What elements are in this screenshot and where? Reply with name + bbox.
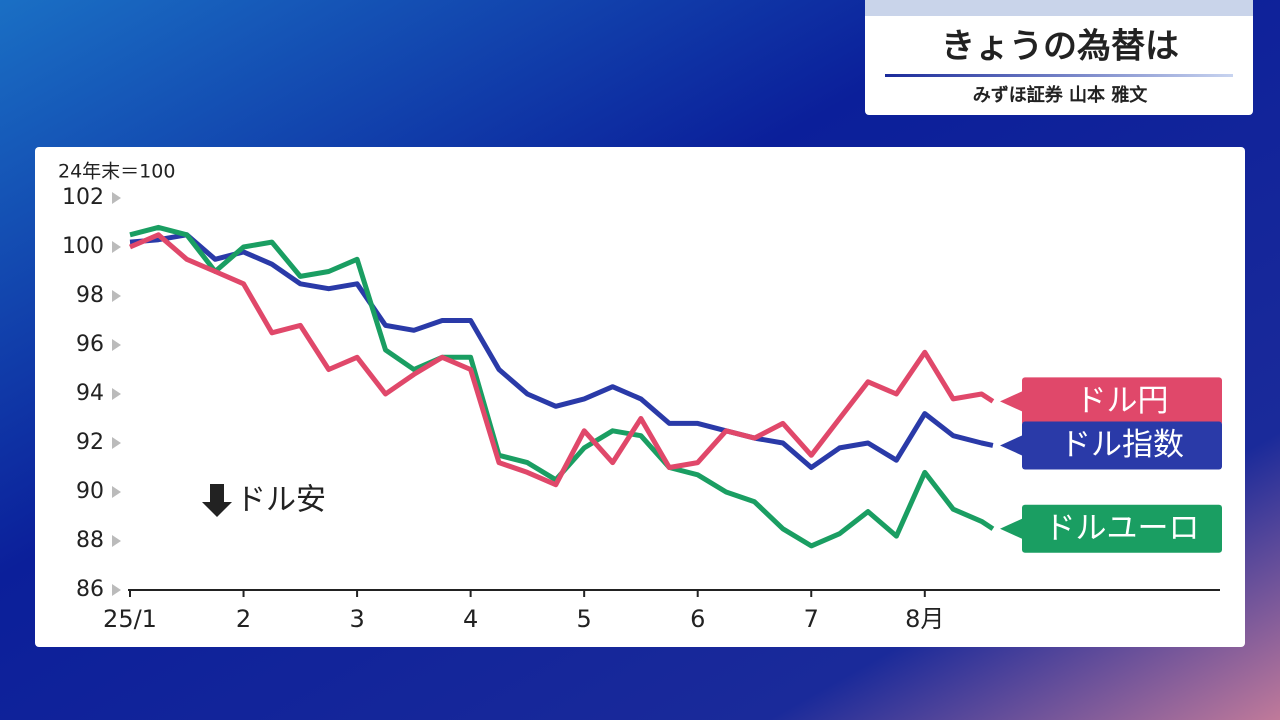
legend-label: ドル円	[1076, 383, 1169, 419]
y-tick-mark	[112, 437, 121, 449]
series-line	[129, 224, 995, 549]
x-tick-label: 7	[804, 605, 819, 633]
y-unit-label: 24年末＝100	[58, 161, 175, 183]
plot: 86 88 90 92 94 96 98 100 102 25/1 2 3 4 5 6 7 8月 ドル円ドル指数ド…	[62, 185, 1222, 633]
y-tick-mark	[112, 192, 121, 204]
x-tick-label: 8月	[905, 605, 944, 633]
y-tick-label: 100	[62, 234, 104, 259]
down-arrow	[202, 484, 232, 517]
annotation: ドル安	[236, 483, 326, 518]
y-tick-mark	[112, 241, 121, 253]
y-tick-label: 90	[76, 479, 104, 504]
y-tick-label: 92	[76, 430, 104, 455]
series-line	[129, 232, 995, 488]
y-tick-mark	[112, 535, 121, 547]
y-tick-label: 102	[62, 185, 104, 210]
y-tick-label: 86	[76, 577, 104, 602]
legend-box	[1022, 377, 1222, 426]
legend-label: ドルユーロ	[1045, 510, 1200, 546]
x-tick-label: 5	[577, 605, 592, 633]
header-title: きょうの為替は	[941, 27, 1179, 67]
legend-label: ドル指数	[1060, 427, 1184, 463]
y-tick-mark	[112, 486, 121, 498]
x-tick-label: 3	[349, 605, 364, 633]
header-box	[865, 0, 1253, 115]
legend-pointer	[1000, 391, 1022, 412]
header-underline	[885, 74, 1233, 77]
y-tick-label: 94	[76, 381, 104, 406]
y-tick-mark	[112, 290, 121, 302]
legend-pointer	[1000, 518, 1022, 539]
y-tick-label: 98	[76, 283, 104, 308]
series-line	[129, 232, 994, 470]
legend-box	[1022, 421, 1222, 470]
x-tick-label: 4	[463, 605, 478, 633]
y-tick-label: 88	[76, 528, 104, 553]
y-tick-mark	[112, 584, 121, 596]
x-tick-label: 6	[690, 605, 705, 633]
header-strip	[865, 0, 1253, 16]
x-tick-label: 2	[236, 605, 251, 633]
x-tick-label: 25/1	[103, 605, 157, 633]
y-tick-mark	[112, 339, 121, 351]
legend-box	[1022, 504, 1222, 553]
y-tick-label: 96	[76, 332, 104, 357]
legend-pointer	[1000, 435, 1022, 456]
header-subtitle: みずほ証券 山本 雅文	[973, 84, 1149, 106]
y-tick-mark	[112, 388, 121, 400]
